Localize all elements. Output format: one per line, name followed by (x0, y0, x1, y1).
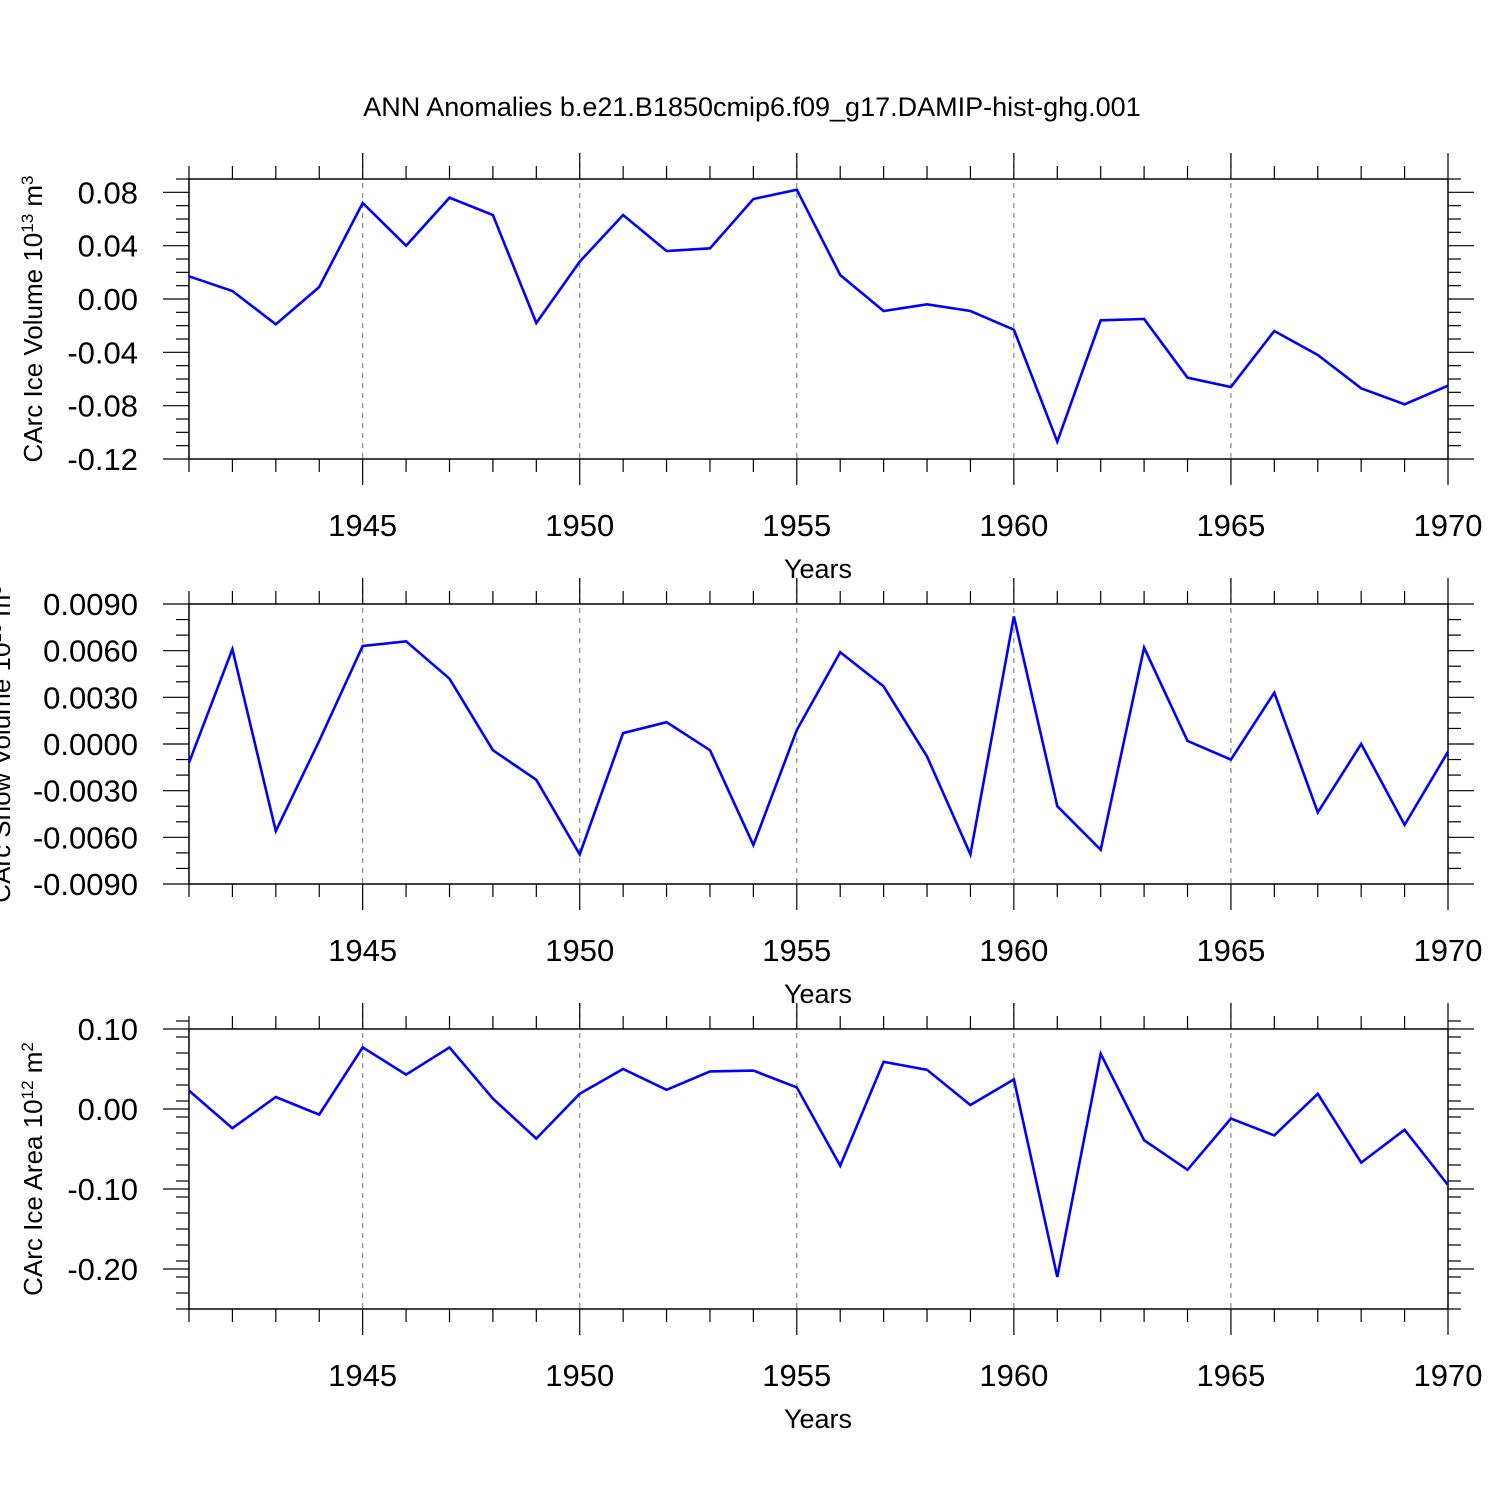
panel-ice-volume-ytick-label: 0.04 (78, 229, 138, 264)
panel-ice-area-ylabel: CArc Ice Area 1012 m2 (18, 1042, 49, 1296)
panel-ice-area: CArc Ice Area 1012 m2 Years 1945 1950 1955… (18, 1003, 1483, 1434)
panel-ice-volume-ytick-label: 0.08 (78, 175, 138, 210)
panel-snow-volume-series-line (187, 616, 1450, 859)
panel-ice-volume-xtick-label: 1960 (979, 508, 1048, 543)
panel-snow-volume-ytick-label: -0.0030 (33, 774, 138, 809)
figure-title: ANN Anomalies b.e21.B1850cmip6.f09_g17.D… (363, 92, 1140, 122)
panel-ice-area-xtick-label: 1955 (762, 1358, 831, 1393)
panel-ice-volume-ytick-label: -0.08 (67, 389, 138, 424)
panel-ice-area-ytick-label: 0.10 (78, 1012, 138, 1047)
panel-snow-volume-ytick-label: 0.0030 (43, 680, 138, 715)
panel-ice-area-ytick-label: -0.20 (67, 1252, 138, 1287)
panel-ice-volume-ytick-label: 0.00 (78, 282, 138, 317)
panel-ice-volume-xtick-label: 1970 (1414, 508, 1483, 543)
panel-snow-volume-ytick-label: 0.0090 (43, 587, 138, 622)
panel-ice-volume-series-line (188, 188, 1449, 446)
panel-ice-area-frame (188, 1028, 1449, 1310)
panel-ice-volume-xlabel: Years (784, 554, 852, 584)
panel-ice-volume-ytick-label: -0.12 (67, 442, 138, 477)
panel-snow-volume-ylabel: CArc Snow Volume 1013 m3 (0, 585, 16, 902)
panel-ice-area-ytick-label: 0.00 (78, 1092, 138, 1127)
panel-ice-volume: CArc Ice Volume 1013 m3 Years 1945 1950 19… (18, 153, 1483, 584)
panel-snow-volume-xtick-label: 1950 (545, 933, 614, 968)
panel-snow-volume-frame (188, 603, 1449, 885)
panel-ice-volume-xtick-label: 1955 (762, 508, 831, 543)
panel-snow-volume-ytick-label: -0.0090 (33, 867, 138, 902)
panel-ice-volume-ytick-label: -0.04 (67, 335, 138, 370)
panel-ice-area-series-line (188, 1045, 1450, 1278)
panel-snow-volume-xtick-label: 1965 (1196, 933, 1265, 968)
panel-snow-volume-xlabel: Years (784, 979, 852, 1009)
panel-snow-volume-ytick-label: 0.0060 (43, 634, 138, 669)
panel-ice-volume-ylabel: CArc Ice Volume 1013 m3 (18, 175, 49, 462)
panel-ice-volume-xtick-label: 1945 (328, 508, 397, 543)
panel-snow-volume: CArc Snow Volume 1013 m3 Years 1945 1950 1… (0, 578, 1482, 1009)
panel-snow-volume-xtick-label: 1955 (762, 933, 831, 968)
panel-snow-volume-xtick-label: 1970 (1414, 933, 1483, 968)
panel-ice-volume-frame (188, 178, 1449, 460)
panel-ice-volume-xtick-label: 1965 (1196, 508, 1265, 543)
panel-snow-volume-ytick-label: -0.0060 (33, 820, 138, 855)
panel-ice-area-xtick-label: 1960 (979, 1358, 1048, 1393)
panel-snow-volume-ytick-label: 0.0000 (43, 727, 138, 762)
panel-ice-area-xtick-label: 1970 (1414, 1358, 1483, 1393)
panel-ice-area-xtick-label: 1945 (328, 1358, 397, 1393)
panel-ice-area-xlabel: Years (784, 1404, 852, 1434)
panel-snow-volume-xtick-label: 1945 (328, 933, 397, 968)
panel-ice-area-xtick-label: 1950 (545, 1358, 614, 1393)
panel-ice-volume-xtick-label: 1950 (545, 508, 614, 543)
panel-ice-area-ytick-label: -0.10 (67, 1172, 138, 1207)
panel-ice-area-xtick-label: 1965 (1196, 1358, 1265, 1393)
panel-snow-volume-xtick-label: 1960 (979, 933, 1048, 968)
